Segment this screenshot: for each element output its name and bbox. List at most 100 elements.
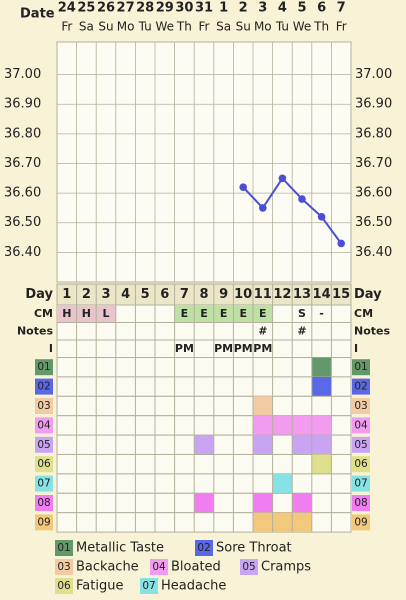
date-label: 24 — [58, 1, 76, 16]
date-label: 7 — [337, 1, 346, 16]
symptom-code-right: 05 — [354, 439, 367, 451]
symptom-code-bg — [35, 398, 53, 414]
date-label: 26 — [97, 1, 115, 16]
symptom-cell — [253, 435, 273, 455]
symptom-code: 02 — [37, 381, 50, 393]
cm-cell: E — [181, 307, 189, 320]
symptom-cell — [292, 493, 312, 513]
temperature-point — [259, 204, 267, 212]
cm-cell: - — [319, 307, 324, 320]
date-label: 2 — [239, 1, 248, 16]
symptom-code: 06 — [37, 458, 51, 470]
symptom-code-bg — [35, 514, 53, 531]
cell-bg — [194, 305, 214, 323]
symptom-code-right: 07 — [354, 478, 367, 490]
symptom-code-bg — [35, 495, 53, 511]
y-tick-label: 36.60 — [4, 186, 41, 201]
weekday-label: Sa — [216, 20, 231, 34]
symptom-code-right: 02 — [354, 381, 367, 393]
symptom-cell — [194, 435, 214, 455]
cell-bg — [96, 305, 116, 323]
date-label: 3 — [258, 1, 267, 16]
y-tick-label-right: 36.80 — [355, 126, 392, 141]
temperature-line — [242, 176, 343, 245]
symptom-code-right-bg — [352, 359, 370, 376]
legend-code: 06 — [57, 580, 71, 592]
i-cell: PM — [175, 342, 194, 355]
legend-code: 02 — [197, 542, 210, 554]
legend-label: Sore Throat — [216, 541, 292, 556]
day-cell: 2 — [82, 287, 91, 302]
symptom-code-right: 09 — [354, 516, 367, 528]
legend-code: 01 — [57, 542, 70, 554]
legend-label: Headache — [161, 579, 226, 594]
cm-cell: S — [298, 307, 306, 320]
row-label-right: I — [354, 342, 358, 355]
legend-code: 07 — [142, 580, 155, 592]
day-cell: 12 — [273, 287, 291, 302]
notes-row — [56, 322, 352, 341]
weekday-label: We — [156, 20, 175, 34]
symptom-cell — [311, 435, 332, 455]
legend-label: Fatigue — [76, 579, 123, 594]
cell-bg — [213, 305, 234, 323]
symptom-cell — [311, 415, 332, 436]
symptom-cell — [292, 512, 312, 533]
day-cell: 1 — [62, 287, 71, 302]
symptom-code-bg — [35, 436, 53, 453]
symptom-code-right-bg — [352, 436, 370, 453]
symptom-cell — [194, 493, 214, 513]
y-tick-label: 36.70 — [4, 156, 41, 171]
symptom-cell — [311, 357, 332, 377]
date-label: 30 — [175, 1, 193, 16]
temperature-point — [337, 239, 346, 248]
legend-code: 04 — [152, 561, 166, 573]
cm-cell: E — [220, 307, 228, 320]
cm-cell: L — [102, 307, 109, 320]
row-label-right: Day — [354, 287, 382, 302]
day-cell: 13 — [293, 287, 311, 302]
y-tick-label-right: 37.00 — [355, 67, 392, 82]
i-cell: PM — [234, 342, 253, 355]
symptom-code: 01 — [37, 361, 50, 373]
temperature-point — [239, 183, 247, 191]
temperature-point — [298, 195, 306, 203]
legend-code-bg — [55, 578, 73, 594]
symptom-cell — [272, 473, 293, 494]
row-label-right: Notes — [354, 324, 390, 337]
weekday-label: Su — [236, 20, 251, 34]
date-label: 25 — [77, 1, 95, 16]
symptom-cell — [272, 512, 293, 533]
weekday-label: Su — [98, 20, 113, 34]
notes-cell: # — [297, 324, 306, 337]
symptom-row — [56, 454, 352, 475]
chart-area — [56, 41, 352, 283]
legend-label: Bloated — [171, 560, 221, 575]
symptom-code-bg — [35, 417, 53, 434]
weekday-label: Fr — [61, 20, 72, 34]
y-tick-label: 36.40 — [4, 245, 41, 260]
date-label: 29 — [156, 1, 174, 16]
symptom-code-right-bg — [352, 378, 370, 395]
symptom-cell — [311, 376, 332, 397]
y-tick-label-right: 36.40 — [355, 245, 392, 260]
symptom-cell — [253, 415, 273, 436]
row-label-right: CM — [354, 307, 373, 320]
symptom-code: 03 — [37, 400, 50, 412]
y-tick-label-right: 36.60 — [355, 186, 392, 201]
y-tick-label: 36.80 — [4, 126, 41, 141]
legend-code-bg — [150, 559, 168, 575]
day-cell: 10 — [234, 287, 252, 302]
symptom-cell — [292, 435, 312, 455]
weekday-label: Th — [176, 20, 192, 34]
y-tick-label: 36.50 — [4, 215, 41, 230]
i-row — [56, 339, 352, 358]
weekday-label: We — [293, 20, 312, 34]
symptom-row — [56, 395, 352, 417]
symptom-code-right: 04 — [354, 419, 368, 431]
weekday-label: Fr — [336, 20, 347, 34]
cell-bg — [174, 305, 195, 323]
cell-bg — [57, 305, 77, 323]
y-tick-label: 36.90 — [4, 97, 41, 112]
day-cell: 15 — [332, 287, 350, 302]
